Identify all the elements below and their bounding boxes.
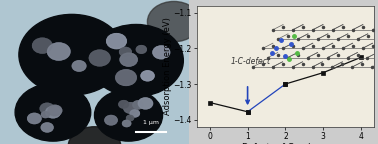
Circle shape (141, 71, 154, 81)
Circle shape (31, 37, 54, 54)
Circle shape (137, 97, 153, 110)
Circle shape (136, 45, 147, 54)
Circle shape (120, 53, 137, 66)
Circle shape (71, 60, 87, 72)
Circle shape (132, 100, 144, 109)
Circle shape (118, 100, 129, 109)
Circle shape (130, 110, 139, 117)
Circle shape (41, 123, 53, 132)
Circle shape (107, 34, 126, 49)
Circle shape (104, 115, 118, 126)
Circle shape (42, 112, 50, 118)
Circle shape (46, 42, 71, 61)
Circle shape (48, 43, 70, 60)
Circle shape (48, 105, 62, 116)
Circle shape (41, 123, 53, 132)
Circle shape (90, 50, 110, 66)
Circle shape (130, 110, 139, 117)
Circle shape (120, 53, 137, 66)
Circle shape (147, 1, 200, 42)
Circle shape (122, 120, 131, 127)
Circle shape (46, 107, 60, 118)
Circle shape (89, 24, 183, 96)
Text: 1-C-defect: 1-C-defect (231, 57, 271, 67)
Circle shape (105, 115, 117, 125)
Circle shape (136, 46, 146, 53)
Circle shape (45, 106, 62, 119)
Text: 1 μm: 1 μm (143, 120, 159, 125)
Circle shape (153, 46, 170, 59)
Circle shape (136, 46, 146, 53)
Circle shape (127, 115, 133, 121)
Circle shape (27, 113, 42, 124)
Circle shape (116, 70, 136, 85)
Circle shape (88, 49, 112, 67)
Circle shape (133, 101, 143, 109)
Circle shape (123, 102, 139, 114)
Circle shape (105, 115, 117, 125)
Circle shape (114, 69, 138, 87)
Circle shape (28, 113, 41, 124)
Circle shape (141, 71, 154, 81)
Circle shape (119, 52, 138, 67)
Circle shape (152, 45, 171, 60)
Circle shape (46, 107, 60, 118)
Circle shape (28, 113, 41, 124)
Circle shape (15, 84, 91, 141)
Circle shape (127, 115, 133, 121)
Circle shape (122, 120, 131, 127)
Circle shape (119, 48, 131, 56)
Circle shape (105, 33, 128, 50)
Circle shape (140, 70, 155, 82)
Circle shape (153, 46, 170, 59)
Circle shape (138, 98, 153, 109)
Circle shape (122, 120, 131, 127)
Circle shape (39, 103, 55, 115)
Circle shape (119, 47, 132, 57)
Circle shape (48, 43, 70, 60)
Circle shape (41, 111, 50, 118)
Circle shape (72, 61, 86, 71)
Circle shape (126, 115, 134, 121)
Circle shape (40, 103, 54, 114)
Circle shape (33, 38, 52, 53)
Circle shape (130, 109, 140, 117)
Circle shape (48, 105, 62, 116)
Circle shape (119, 48, 131, 56)
Circle shape (42, 112, 50, 118)
Circle shape (40, 122, 54, 133)
Circle shape (124, 103, 138, 113)
Circle shape (68, 127, 121, 144)
Circle shape (19, 14, 125, 95)
X-axis label: Defects of Graphene: Defects of Graphene (242, 143, 329, 144)
Circle shape (72, 61, 86, 71)
Circle shape (107, 34, 126, 49)
Circle shape (40, 103, 54, 114)
Circle shape (138, 98, 153, 109)
Circle shape (116, 70, 136, 85)
Circle shape (119, 101, 129, 108)
Circle shape (119, 101, 129, 108)
Circle shape (47, 105, 63, 116)
Circle shape (133, 101, 143, 109)
Circle shape (90, 50, 110, 66)
Y-axis label: Adsorption Energy (eV): Adsorption Energy (eV) (163, 17, 172, 115)
Circle shape (124, 103, 138, 113)
Circle shape (33, 38, 52, 53)
Circle shape (94, 89, 163, 141)
